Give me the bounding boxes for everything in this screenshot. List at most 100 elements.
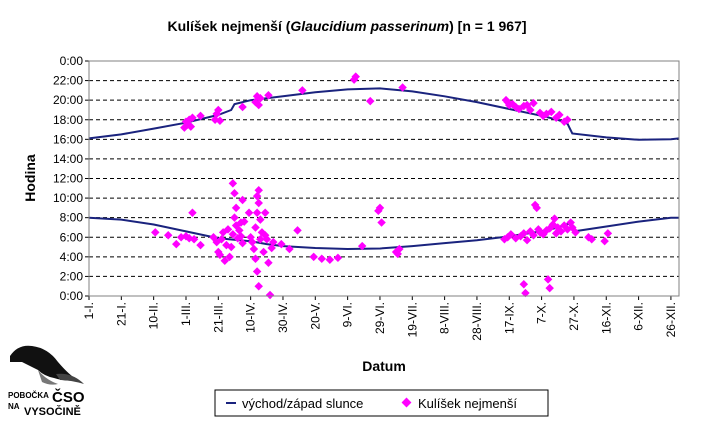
owl-point [285,244,294,254]
owl-point [259,247,268,257]
title-italic: Glaucidium passerinum [290,18,449,34]
plot-frame [88,60,680,297]
y-tick-label: 0:00 [60,54,84,68]
y-axis-ticks: 0:00 2:00 4:00 6:00 8:00 10:00 12:00 14:00 16:00… [53,54,89,303]
legend-box [214,389,549,417]
y-tick-label: 0:00 [60,289,84,303]
legend-owl-label: Kulíšek nejmenší [418,396,517,411]
owl-point [256,234,265,244]
owl-point [244,208,254,218]
logo-line1: POBOČKA [8,391,49,400]
owl-point [188,208,197,218]
owl-point [506,230,516,239]
owl-point [238,238,247,248]
bird-icon [10,345,78,381]
x-tick-label: 17-IX. [502,302,516,334]
logo: POBOČKA ČSO NA VYSOČINĚ [8,345,85,418]
y-tick-label: 10:00 [53,191,83,205]
owl-point [398,83,407,92]
bird-tail-icon [56,373,84,384]
owl-point [238,195,247,205]
chart-title: Kulíšek nejmenší (Glaucidium passerinum)… [167,18,526,34]
owl-point [231,203,241,213]
owl-point [265,290,275,300]
logo-line2: NA [8,402,20,411]
x-tick-label: 10-II. [147,302,161,329]
owl-point [357,241,367,251]
y-tick-label: 20:00 [53,93,83,107]
x-tick-label: 21-III. [211,302,225,333]
owl-point [375,203,385,213]
owl-point [269,237,278,247]
owl-point [293,226,302,235]
y-tick-label: 6:00 [60,230,84,244]
owl-point [256,93,265,103]
x-tick-label: 8-VIII. [438,302,452,334]
owl-point [230,213,239,222]
owl-point [264,258,273,267]
owl-point [249,244,259,254]
owl-point [395,244,404,254]
y-tick-label: 4:00 [60,250,84,264]
owl-series [151,72,613,300]
y-tick-label: 2:00 [60,269,84,283]
owl-point [248,237,257,247]
x-tick-label: 27-X. [567,302,581,331]
owl-point [217,234,226,244]
owl-point [252,208,262,218]
owl-point [260,208,270,218]
owl-point [215,116,225,125]
owl-point [251,223,260,232]
owl-point [196,240,205,250]
owl-point [163,231,173,240]
owl-point [228,230,238,239]
x-tick-label: 7-X. [535,302,549,324]
y-axis-label: Hodina [22,154,38,202]
owl-point [214,105,223,115]
x-tick-label: 16-XI. [599,302,613,334]
logo-line3: VYSOČINĚ [24,405,81,418]
owl-point [333,253,343,263]
owl-point [543,275,553,284]
owl-point [228,179,238,188]
x-tick-label: 20-V. [308,302,322,330]
x-tick-label: 29-VI. [373,302,387,334]
x-tick-label: 6-XII. [632,302,646,331]
owl-point [236,232,246,241]
y-tick-label: 8:00 [60,211,84,225]
x-tick-label: 26-XII. [664,302,678,337]
owl-point [227,242,236,252]
y-tick-label: 16:00 [53,132,83,146]
owl-point [545,283,554,293]
x-tick-label: 30-IV. [276,302,290,333]
owl-point [230,188,239,198]
owl-point [252,191,262,201]
owl-point [325,255,335,265]
owl-point [151,228,160,237]
x-axis-label: Datum [362,358,406,374]
owl-point [220,256,230,265]
owl-point [267,243,276,253]
owl-point [298,86,307,95]
sunset-line [88,87,680,141]
owl-point [196,111,205,121]
owl-point [223,225,233,234]
x-tick-label: 9-VI. [341,302,355,327]
y-tick-label: 18:00 [53,113,83,127]
owl-point [236,218,246,227]
legend: východ/západ slunce Kulíšek nejmenší [214,389,549,417]
owl-point [277,239,286,249]
title-prefix: Kulíšek nejmenší ( [167,18,290,34]
owl-point [317,254,327,264]
owl-point [264,91,273,100]
title-suffix: ) [n = 1 967] [449,18,526,34]
owl-point [521,288,530,298]
x-tick-label: 1-I. [82,302,96,319]
x-tick-label: 10-IV. [244,302,258,333]
logo-big: ČSO [52,388,85,406]
owl-point [351,72,360,81]
owl-point [366,96,375,106]
owl-point [215,250,225,260]
